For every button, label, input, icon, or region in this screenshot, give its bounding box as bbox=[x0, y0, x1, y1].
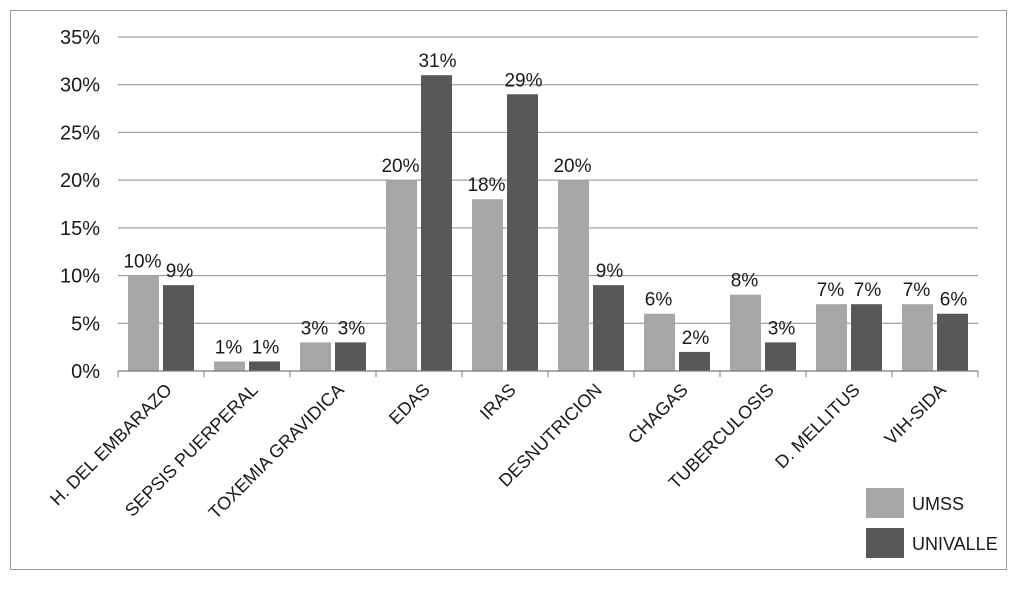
y-tick-label: 35% bbox=[60, 27, 100, 49]
data-label: 9% bbox=[166, 261, 194, 282]
data-label: 2% bbox=[682, 328, 710, 349]
bar-umss bbox=[644, 313, 675, 371]
data-label: 3% bbox=[768, 318, 796, 339]
bars bbox=[128, 75, 968, 372]
bar-umss bbox=[558, 180, 589, 371]
data-label: 10% bbox=[123, 252, 161, 273]
bar-umss bbox=[472, 199, 503, 371]
bar-univalle bbox=[421, 75, 452, 372]
data-label: 8% bbox=[731, 271, 759, 292]
category-label: EDAS bbox=[385, 380, 434, 429]
bar-univalle bbox=[249, 361, 280, 371]
data-label: 9% bbox=[596, 261, 624, 282]
category-label: D. MELLITUS bbox=[771, 380, 864, 473]
bar-umss bbox=[300, 342, 331, 371]
data-label: 6% bbox=[940, 290, 968, 311]
bar-univalle bbox=[851, 304, 882, 371]
data-label: 7% bbox=[817, 280, 845, 301]
legend-swatch-umss bbox=[866, 488, 904, 518]
y-tick-label: 30% bbox=[60, 75, 100, 97]
bar-univalle bbox=[679, 351, 710, 371]
bar-univalle bbox=[765, 342, 796, 371]
legend-swatch-univalle bbox=[866, 528, 904, 558]
data-label: 20% bbox=[381, 156, 419, 177]
data-label: 7% bbox=[903, 280, 931, 301]
category-label: CHAGAS bbox=[624, 380, 692, 448]
y-tick-label: 5% bbox=[71, 313, 100, 335]
data-label: 3% bbox=[338, 318, 366, 339]
bar-umss bbox=[128, 275, 159, 371]
data-label: 6% bbox=[645, 290, 673, 311]
bar-umss bbox=[816, 304, 847, 371]
legend-label-univalle: UNIVALLE bbox=[912, 534, 998, 554]
data-label: 7% bbox=[854, 280, 882, 301]
bar-univalle bbox=[937, 313, 968, 371]
data-label: 20% bbox=[553, 156, 591, 177]
data-label: 18% bbox=[467, 175, 505, 196]
bar-umss bbox=[386, 180, 417, 371]
bar-umss bbox=[730, 294, 761, 371]
y-tick-label: 25% bbox=[60, 122, 100, 144]
data-label: 31% bbox=[418, 51, 456, 72]
bar-univalle bbox=[335, 342, 366, 371]
data-label: 1% bbox=[252, 337, 280, 358]
y-tick-label: 15% bbox=[60, 218, 100, 240]
category-label: VIH-SIDA bbox=[881, 380, 950, 449]
category-label: IRAS bbox=[476, 380, 520, 424]
y-tick-label: 10% bbox=[60, 266, 100, 288]
data-label: 3% bbox=[301, 318, 329, 339]
x-axis bbox=[117, 370, 979, 377]
data-label: 1% bbox=[215, 337, 243, 358]
y-tick-label: 20% bbox=[60, 170, 100, 192]
data-label: 29% bbox=[504, 70, 542, 91]
y-axis-tick-labels: 0% 5% 10% 15% 20% 25% 30% 35% bbox=[60, 27, 100, 383]
legend: UMSS UNIVALLE bbox=[866, 488, 998, 558]
bar-umss bbox=[214, 361, 245, 371]
data-labels: 10% 9%1% 1%3% 3%20%31%18%29%20%9%6%2%8%3%7%… bbox=[123, 51, 967, 358]
legend-label-umss: UMSS bbox=[912, 494, 964, 514]
bar-univalle bbox=[593, 285, 624, 371]
y-tick-label: 0% bbox=[71, 361, 100, 383]
bar-univalle bbox=[507, 94, 538, 371]
gridlines bbox=[118, 36, 978, 324]
bar-univalle bbox=[163, 285, 194, 371]
bar-umss bbox=[902, 304, 933, 371]
